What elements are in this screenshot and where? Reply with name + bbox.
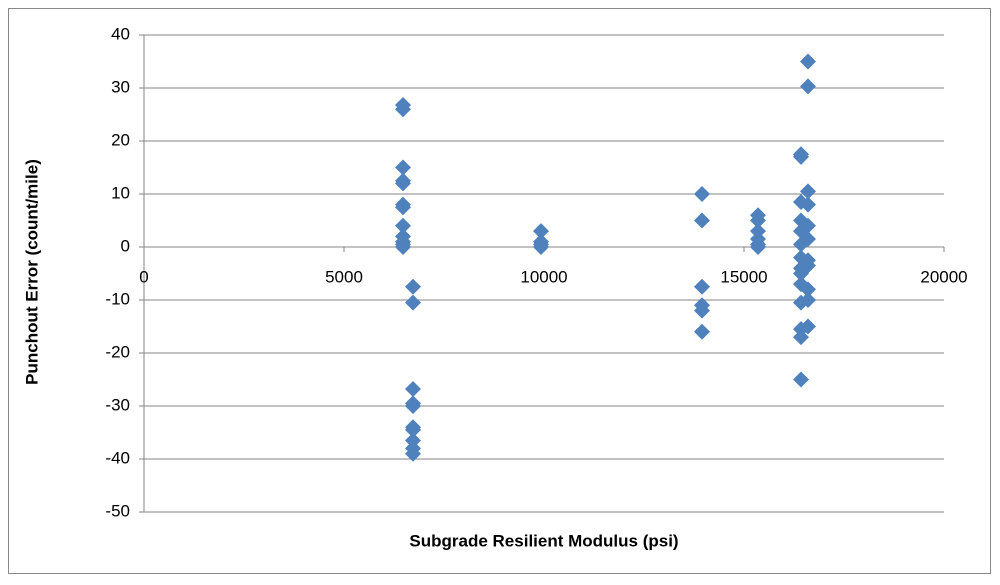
point xyxy=(800,196,816,213)
point xyxy=(694,186,710,202)
point xyxy=(793,371,809,388)
y-tick-label: 20 xyxy=(111,130,130,149)
point xyxy=(800,292,816,308)
y-tick-label: -20 xyxy=(105,342,130,361)
y-tick-label: 40 xyxy=(111,24,130,43)
x-tick-label: 15000 xyxy=(720,267,767,286)
y-tick-label: -10 xyxy=(105,289,130,308)
point xyxy=(405,445,421,462)
y-tick-label: -40 xyxy=(105,448,130,467)
x-tick-label: 5000 xyxy=(325,267,363,286)
point xyxy=(793,148,809,165)
point xyxy=(395,175,411,192)
point xyxy=(694,212,710,229)
point xyxy=(800,53,816,70)
y-tick-label: 0 xyxy=(121,236,130,255)
point xyxy=(694,302,710,319)
point xyxy=(395,239,411,255)
point xyxy=(800,318,816,335)
x-tick-label: 20000 xyxy=(920,267,967,286)
point xyxy=(395,159,411,176)
point xyxy=(800,281,816,298)
point xyxy=(405,421,421,438)
x-axis-label: Subgrade Resilient Modulus (psi) xyxy=(409,531,678,550)
point xyxy=(405,381,421,398)
point xyxy=(750,239,766,255)
y-tick-label: 30 xyxy=(111,77,130,96)
x-tick-label: 10000 xyxy=(520,267,567,286)
point xyxy=(405,278,421,295)
point xyxy=(405,398,421,414)
point xyxy=(405,294,421,311)
y-axis-label: Punchout Error (count/mile) xyxy=(22,159,41,385)
point xyxy=(800,231,816,248)
chart-border xyxy=(8,8,991,574)
point xyxy=(395,217,411,234)
y-tick-label: -50 xyxy=(105,501,130,520)
y-tick-label: 10 xyxy=(111,183,130,202)
point xyxy=(800,78,816,95)
point xyxy=(800,217,816,234)
point xyxy=(800,257,816,274)
x-tick-label: 0 xyxy=(139,267,148,286)
point xyxy=(694,278,710,295)
point xyxy=(395,199,411,216)
point xyxy=(395,101,411,118)
point xyxy=(694,323,710,340)
point xyxy=(800,183,816,200)
point xyxy=(533,239,549,255)
y-tick-label: -30 xyxy=(105,395,130,414)
point xyxy=(750,212,766,229)
point xyxy=(533,223,549,240)
point xyxy=(793,329,809,346)
